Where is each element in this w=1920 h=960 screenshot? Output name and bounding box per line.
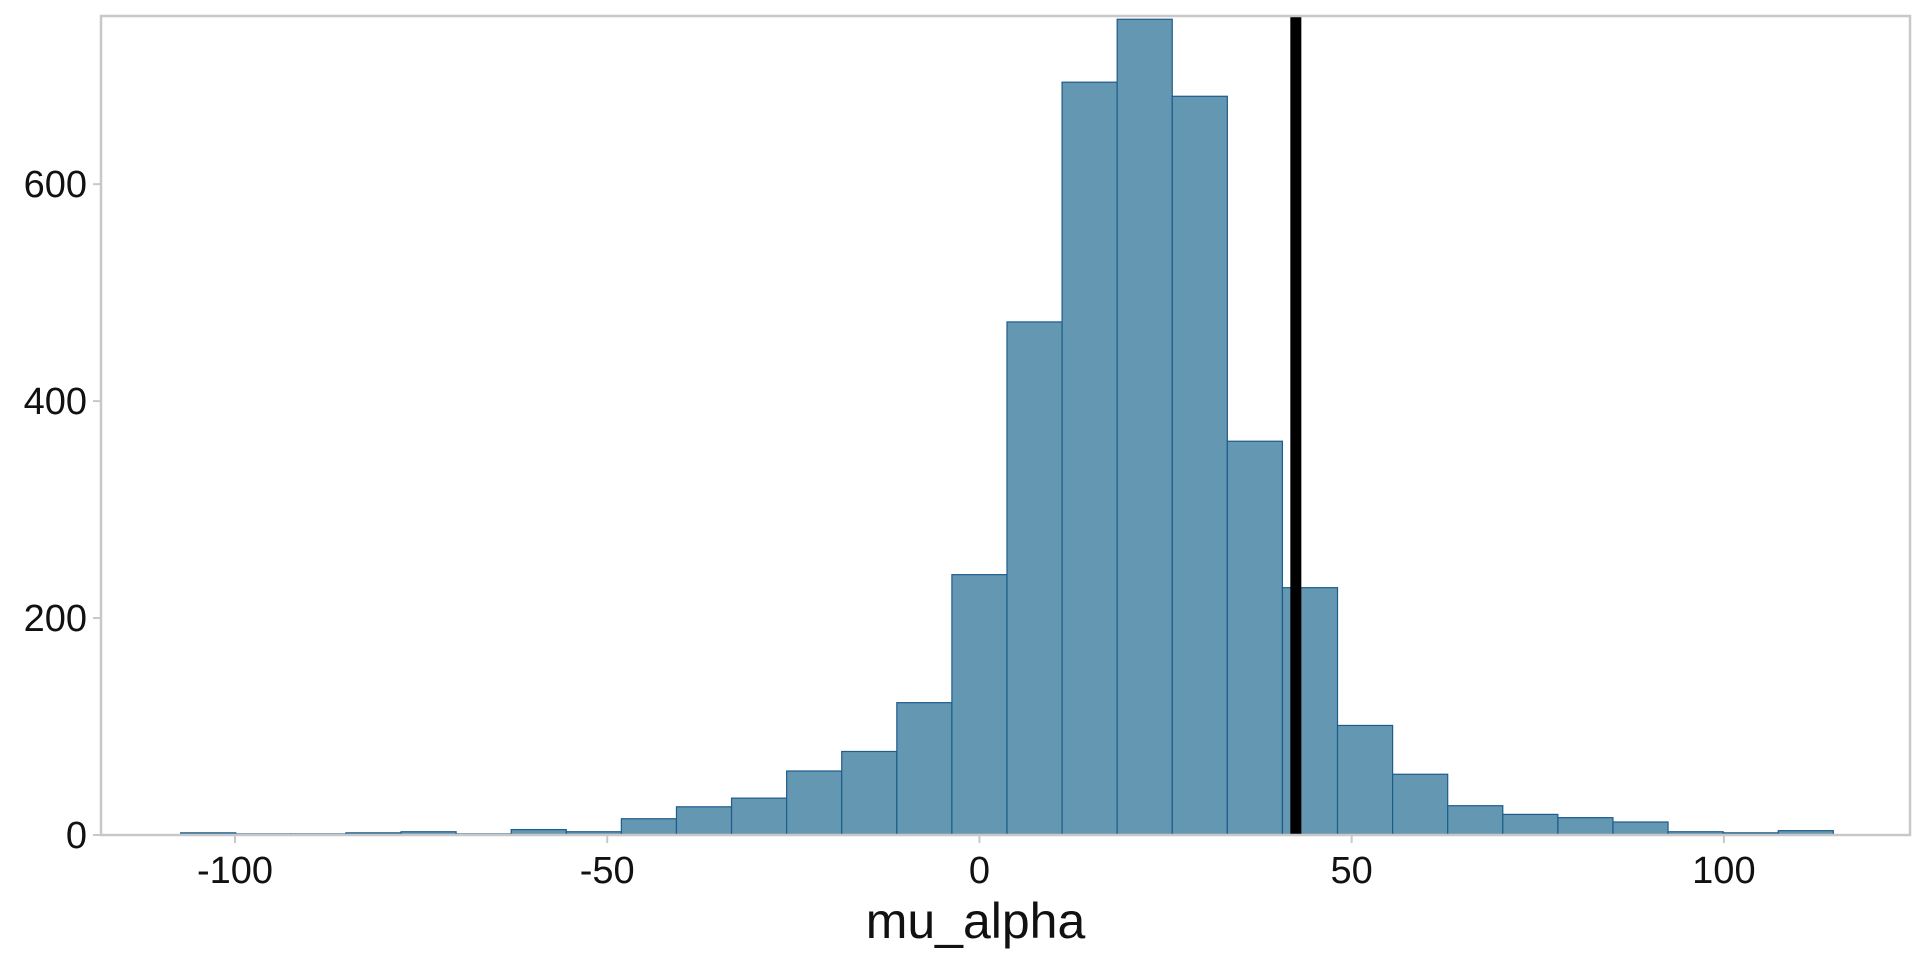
histogram-bar-10: [675, 806, 733, 836]
histogram-bar-23: [1392, 773, 1449, 836]
histogram-bar-15: [951, 574, 1008, 836]
histogram-bar-9: [620, 818, 678, 836]
histogram-bar-18: [1116, 18, 1173, 836]
y-tick-label-4: 600: [24, 164, 87, 206]
x-tick-label-2: -50: [580, 850, 635, 892]
histogram-bar-12: [786, 770, 843, 836]
histogram-bar-17: [1061, 81, 1118, 836]
histogram-bar-25: [1502, 813, 1559, 836]
histogram-bar-20: [1226, 440, 1284, 836]
histogram-bars: [180, 18, 1834, 836]
histogram-bar-24: [1447, 805, 1504, 836]
y-tick-label-3: 400: [24, 381, 87, 423]
histogram-bar-19: [1171, 95, 1228, 836]
y-axis-ticks: 0 200 400 600: [24, 164, 101, 857]
histogram-bar-22: [1336, 724, 1394, 836]
x-tick-label-3: 0: [969, 850, 990, 892]
x-axis-ticks: -100 -50 0 50 100: [197, 835, 1756, 892]
histogram-bar-11: [730, 797, 788, 836]
histogram-bar-14: [896, 702, 953, 836]
plot-panel-border: [99, 14, 1912, 837]
histogram-bar-26: [1557, 817, 1614, 836]
y-tick-label-1: 0: [66, 815, 87, 857]
x-tick-label-1: -100: [197, 850, 273, 892]
histogram-bar-13: [841, 750, 898, 836]
histogram-bar-27: [1612, 821, 1669, 836]
x-axis-title: mu_alpha: [866, 893, 1086, 949]
x-tick-label-4: 50: [1331, 850, 1373, 892]
histogram-bar-16: [1006, 321, 1063, 836]
x-tick-label-5: 100: [1692, 850, 1755, 892]
y-tick-label-2: 200: [24, 598, 87, 640]
